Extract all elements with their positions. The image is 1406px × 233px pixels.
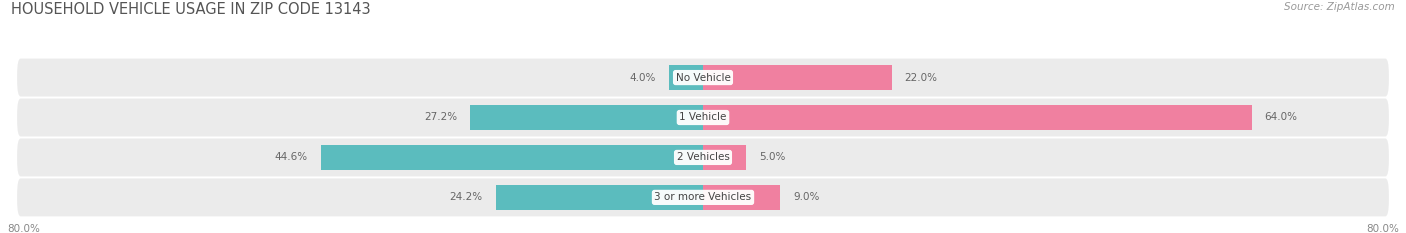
Text: 22.0%: 22.0% [904,72,938,82]
Text: 24.2%: 24.2% [450,192,482,202]
Text: 3 or more Vehicles: 3 or more Vehicles [654,192,752,202]
Bar [703,65,891,90]
Bar [470,105,703,130]
Bar [321,145,703,170]
Bar [703,185,780,210]
Text: HOUSEHOLD VEHICLE USAGE IN ZIP CODE 13143: HOUSEHOLD VEHICLE USAGE IN ZIP CODE 1314… [11,2,371,17]
Bar [703,145,745,170]
Bar [703,105,1251,130]
Text: 80.0%: 80.0% [1367,224,1399,233]
Text: 5.0%: 5.0% [759,152,785,162]
FancyBboxPatch shape [17,138,1389,176]
FancyBboxPatch shape [17,178,1389,216]
Bar [495,185,703,210]
Text: 27.2%: 27.2% [423,113,457,123]
Text: 44.6%: 44.6% [274,152,308,162]
Text: 9.0%: 9.0% [793,192,820,202]
Text: No Vehicle: No Vehicle [675,72,731,82]
FancyBboxPatch shape [17,58,1389,96]
Text: 4.0%: 4.0% [630,72,655,82]
Text: 64.0%: 64.0% [1264,113,1298,123]
Bar [669,65,703,90]
Text: 80.0%: 80.0% [7,224,39,233]
Text: Source: ZipAtlas.com: Source: ZipAtlas.com [1284,2,1395,12]
Text: 2 Vehicles: 2 Vehicles [676,152,730,162]
Text: 1 Vehicle: 1 Vehicle [679,113,727,123]
FancyBboxPatch shape [17,99,1389,137]
